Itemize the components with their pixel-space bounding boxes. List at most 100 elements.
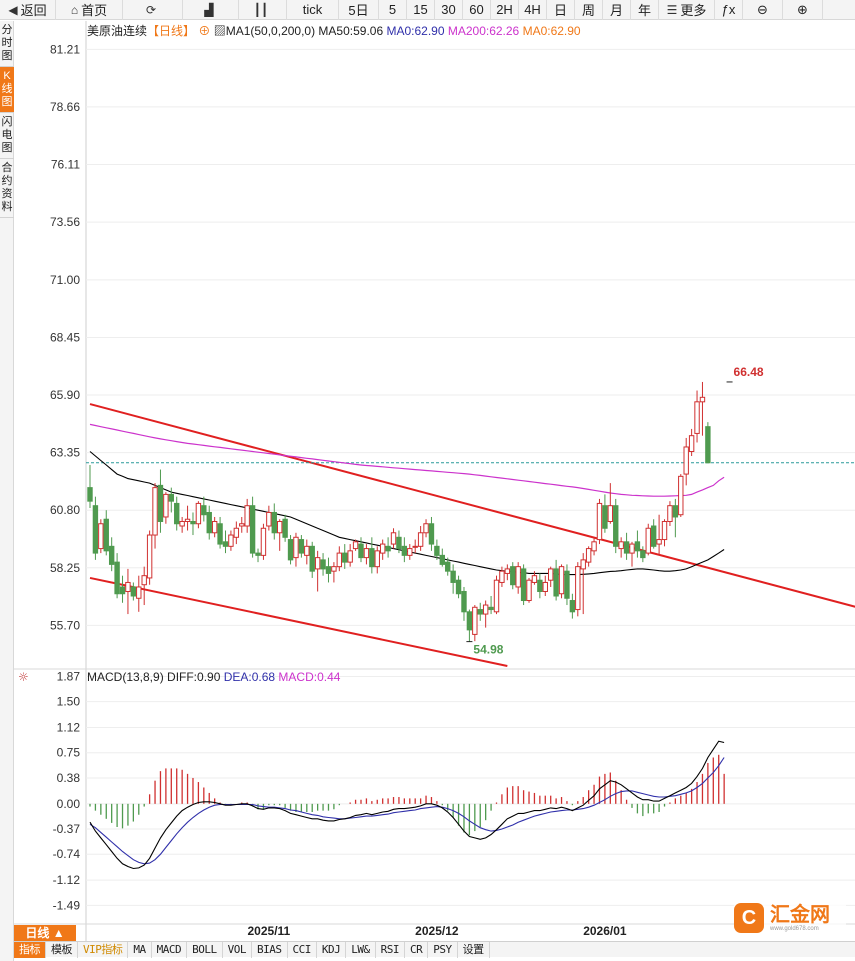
- toolbar-button-12[interactable]: 4H: [519, 0, 547, 20]
- candle: [683, 437, 689, 486]
- indicator-tab-7[interactable]: BIAS: [252, 941, 288, 958]
- toolbar-back-arrow-button[interactable]: ◀ 返回: [0, 0, 56, 20]
- sidebar-tab-1[interactable]: K线图: [0, 67, 14, 113]
- back-arrow-icon: ◀: [8, 2, 18, 17]
- candle: [510, 562, 516, 590]
- candle-body: [618, 541, 624, 550]
- indicator-tab-0[interactable]: 指标: [14, 941, 46, 958]
- price-tick-label: 81.21: [50, 42, 80, 56]
- candle-body: [428, 523, 435, 545]
- price-tick-label: 71.00: [50, 273, 80, 287]
- toolbar-button-16[interactable]: 年: [631, 0, 659, 20]
- sidebar-tab-2[interactable]: 闪电图: [0, 113, 14, 159]
- sidebar-tab-3[interactable]: 合约资料: [0, 159, 14, 218]
- candle: [656, 514, 662, 556]
- toolbar-button-5[interactable]: tick: [287, 0, 339, 20]
- candle: [206, 505, 212, 540]
- toolbar: ◀ 返回 ⌂ 首页 ⟳ ▟ ┃┃ tick 5日 5 15 30 60 2H 4H 日周月年 ☰ 更多 ƒx ⊖ ⊕: [0, 0, 855, 20]
- candle-body: [482, 604, 489, 615]
- chart-area[interactable]: 81.21 78.66 76.11 73.56 71.00 68.45 65.90 63.35…: [14, 21, 855, 941]
- indicator-tab-13[interactable]: PSY: [428, 941, 458, 958]
- indicator-tab-11[interactable]: RSI: [376, 941, 405, 958]
- logo-url: www.gold678.com: [770, 926, 819, 932]
- candle-body: [390, 532, 397, 545]
- toolbar-candlestick-button[interactable]: ┃┃: [239, 0, 287, 20]
- candle: [526, 577, 532, 603]
- candle: [428, 516, 435, 551]
- candle-body: [493, 579, 500, 613]
- candle-body: [211, 520, 218, 534]
- price-tick-label: 58.25: [50, 561, 80, 575]
- candle-body: [455, 579, 462, 595]
- candle-body: [569, 600, 576, 613]
- toolbar-refresh-button[interactable]: ⟳: [123, 0, 183, 20]
- toolbar-zoom-in-button[interactable]: ⊕: [783, 0, 823, 20]
- toolbar-button-14[interactable]: 周: [575, 0, 603, 20]
- candle: [515, 562, 521, 594]
- indicator-tab-6[interactable]: VOL: [223, 941, 252, 958]
- toolbar-button-10[interactable]: 60: [463, 0, 491, 20]
- indicator-tab-3[interactable]: MA: [128, 941, 152, 958]
- candle: [325, 557, 332, 583]
- toolbar-button-11[interactable]: 2H: [491, 0, 519, 20]
- toolbar-button-8[interactable]: 15: [407, 0, 435, 20]
- candle-body: [239, 523, 245, 527]
- indicator-tab-14[interactable]: 设置: [458, 941, 490, 958]
- indicator-tab-1[interactable]: 模板: [46, 941, 78, 958]
- candle: [493, 575, 500, 615]
- candle: [179, 516, 185, 533]
- toolbar-zoom-out-button[interactable]: ⊖: [743, 0, 783, 20]
- toolbar-button-6[interactable]: 5日: [339, 0, 379, 20]
- candle-body: [553, 568, 559, 597]
- indicator-tab-9[interactable]: KDJ: [317, 941, 347, 958]
- toolbar-bar-chart-button[interactable]: ▟: [183, 0, 239, 20]
- candle-body: [293, 536, 299, 559]
- candle-body: [228, 534, 234, 547]
- candle-body: [596, 502, 603, 541]
- toolbar-home-button[interactable]: ⌂ 首页: [56, 0, 123, 20]
- indicator-tab-5[interactable]: BOLL: [187, 941, 223, 958]
- candle-body: [255, 552, 261, 556]
- toolbar-button-7[interactable]: 5: [379, 0, 407, 20]
- macd-tick-label: -1.12: [53, 873, 81, 887]
- candle: [347, 544, 353, 567]
- candle: [174, 496, 180, 531]
- macd-layer: [89, 740, 725, 870]
- toolbar-button-9[interactable]: 30: [435, 0, 463, 20]
- candle-body: [645, 527, 651, 554]
- indicator-tab-12[interactable]: CR: [405, 941, 429, 958]
- candle-body: [472, 606, 478, 635]
- sidebar-tab-0[interactable]: 分时图: [0, 21, 14, 67]
- candle: [390, 528, 397, 549]
- candle: [336, 546, 343, 572]
- candle-body: [114, 561, 120, 595]
- candle-body: [195, 502, 202, 525]
- candle: [260, 523, 267, 560]
- candle-body: [510, 566, 516, 586]
- candle-body: [531, 575, 538, 583]
- candle-body: [412, 545, 418, 548]
- toolbar-label: 30: [441, 2, 456, 17]
- candle-body: [466, 611, 473, 631]
- candle-body: [699, 396, 706, 403]
- toolbar-button-15[interactable]: 月: [603, 0, 631, 20]
- candle: [694, 390, 700, 443]
- toolbar-menu-button[interactable]: ☰ 更多: [659, 0, 715, 20]
- toolbar-button-13[interactable]: 日: [547, 0, 575, 20]
- indicator-tab-4[interactable]: MACD: [152, 941, 188, 958]
- candle-body: [634, 541, 641, 552]
- toolbar-formula-button[interactable]: ƒx: [715, 0, 743, 20]
- indicator-tab-10[interactable]: LW&: [346, 941, 376, 958]
- candle-body: [661, 520, 668, 541]
- candle: [537, 573, 543, 599]
- indicator-tab-8[interactable]: CCI: [288, 941, 317, 958]
- candle: [569, 593, 576, 619]
- candle-body: [580, 559, 586, 570]
- candle-body: [629, 543, 635, 554]
- indicator-tab-2[interactable]: VIP指标: [78, 941, 129, 958]
- period-selector-button[interactable]: 日线 ▲: [14, 925, 76, 941]
- ma50-line: [89, 451, 725, 576]
- candle: [618, 537, 624, 558]
- candle-body: [184, 518, 191, 522]
- candle: [374, 546, 380, 574]
